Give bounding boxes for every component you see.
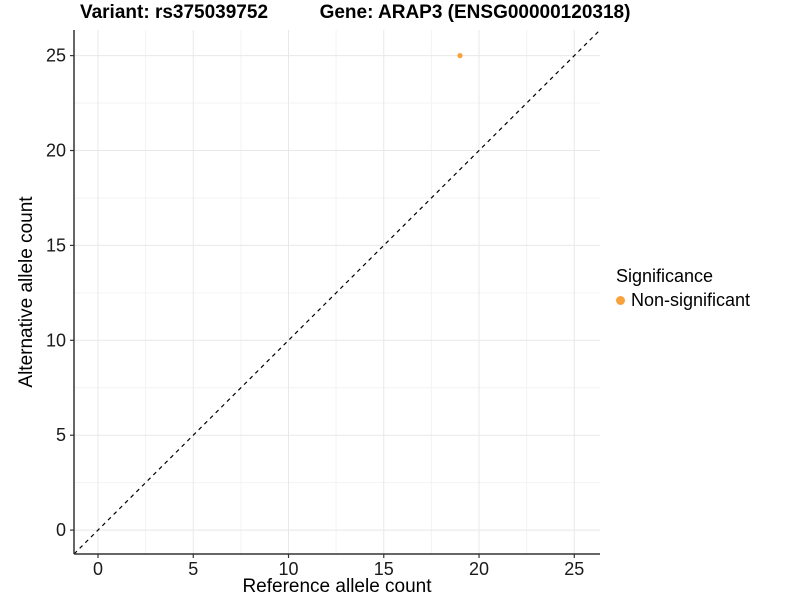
x-tick-label: 15 bbox=[374, 559, 394, 579]
plot-title-gene: Gene: ARAP3 (ENSG00000120318) bbox=[319, 2, 631, 23]
y-tick-label: 5 bbox=[56, 425, 66, 445]
legend: Significance Non-significant bbox=[616, 264, 750, 312]
x-tick-label: 25 bbox=[564, 559, 584, 579]
x-tick-label: 10 bbox=[278, 559, 298, 579]
x-tick-label: 5 bbox=[188, 559, 198, 579]
x-tick-label: 0 bbox=[93, 559, 103, 579]
data-point bbox=[457, 53, 463, 59]
legend-item-label: Non-significant bbox=[631, 290, 751, 310]
identity-reference-line bbox=[73, 29, 601, 555]
legend-item-non-significant: Non-significant bbox=[616, 288, 750, 312]
y-tick-label: 20 bbox=[46, 141, 66, 161]
y-tick-label: 10 bbox=[46, 330, 66, 350]
legend-point-icon bbox=[616, 295, 625, 305]
plot-title-variant: Variant: rs375039752 bbox=[79, 2, 269, 23]
x-axis-title: Reference allele count bbox=[242, 576, 432, 597]
legend-title: Significance bbox=[616, 266, 714, 286]
x-tick-label: 20 bbox=[469, 559, 489, 579]
y-tick-label: 25 bbox=[46, 46, 66, 66]
y-tick-label: 0 bbox=[56, 520, 66, 540]
y-tick-label: 15 bbox=[46, 235, 66, 255]
y-axis-title: Alternative allele count bbox=[16, 196, 37, 388]
